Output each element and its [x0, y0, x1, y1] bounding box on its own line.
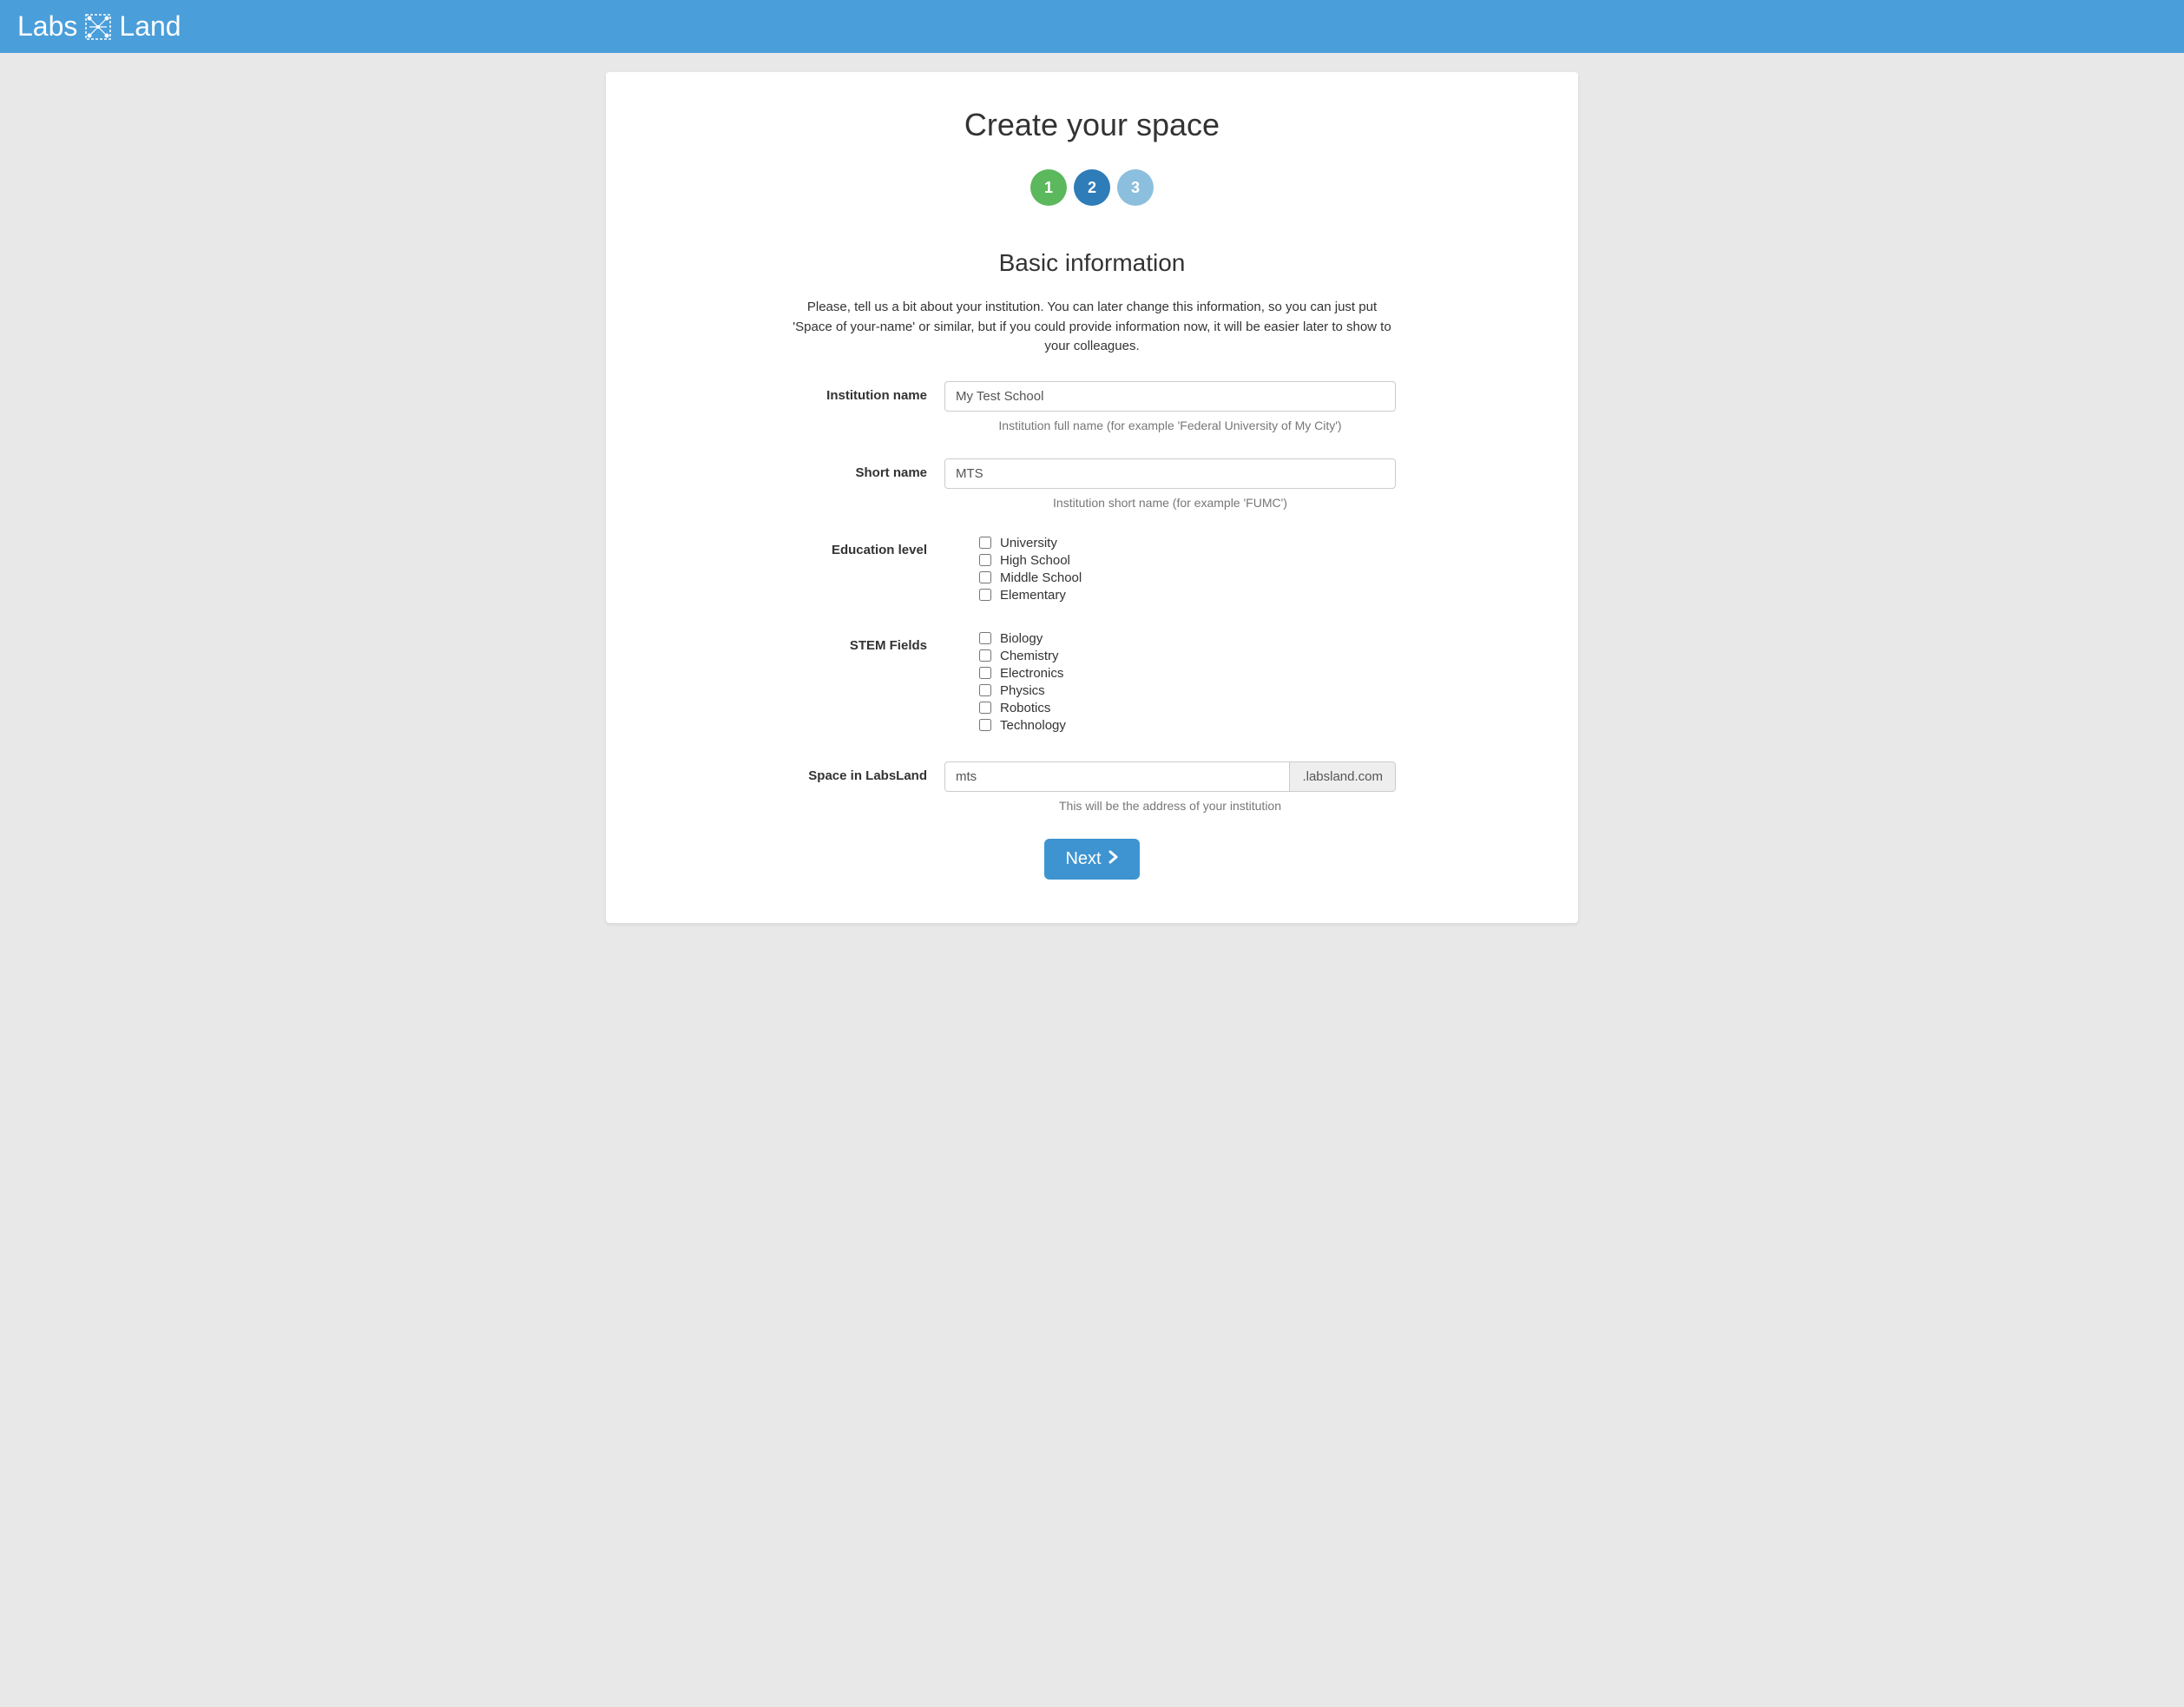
stem-field-item: Robotics: [979, 701, 1396, 715]
form-card: Create your space 1 2 3 Basic informatio…: [606, 72, 1578, 923]
education-level-option-label[interactable]: High School: [1000, 553, 1070, 568]
education-level-item: Middle School: [979, 570, 1396, 585]
short-name-group: Short name Institution short name (for e…: [788, 458, 1396, 510]
short-name-help: Institution short name (for example 'FUM…: [944, 496, 1396, 510]
stem-field-option-label[interactable]: Technology: [1000, 718, 1066, 733]
education-level-item: High School: [979, 553, 1396, 568]
short-name-field: Institution short name (for example 'FUM…: [944, 458, 1396, 510]
stem-fields-field: Biology Chemistry Electronics Physics Roboti…: [944, 631, 1396, 735]
education-level-item: Elementary: [979, 588, 1396, 603]
stem-field-option-label[interactable]: Physics: [1000, 683, 1045, 698]
form-wrapper: Institution name Institution full name (…: [788, 381, 1396, 880]
education-level-list: University High School Middle School Elemen…: [944, 536, 1396, 603]
stem-field-option-label[interactable]: Electronics: [1000, 666, 1063, 681]
stem-fields-label: STEM Fields: [788, 631, 944, 735]
button-row: Next: [788, 839, 1396, 880]
stem-field-option-label[interactable]: Biology: [1000, 631, 1043, 646]
stem-field-option-label[interactable]: Robotics: [1000, 701, 1050, 715]
space-suffix: .labsland.com: [1289, 761, 1396, 792]
space-group: Space in LabsLand .labsland.com This wil…: [788, 761, 1396, 813]
page-title: Create your space: [649, 107, 1535, 143]
institution-name-input[interactable]: [944, 381, 1396, 412]
next-button[interactable]: Next: [1044, 839, 1139, 880]
stem-fields-list: Biology Chemistry Electronics Physics Roboti…: [944, 631, 1396, 733]
step-1[interactable]: 1: [1030, 169, 1067, 206]
institution-name-help: Institution full name (for example 'Fede…: [944, 419, 1396, 432]
logo-text-land: Land: [119, 10, 181, 43]
institution-name-field: Institution full name (for example 'Fede…: [944, 381, 1396, 432]
stem-field-checkbox[interactable]: [979, 632, 991, 644]
main-container: Create your space 1 2 3 Basic informatio…: [589, 72, 1595, 923]
space-label: Space in LabsLand: [788, 761, 944, 813]
education-level-field: University High School Middle School Elemen…: [944, 536, 1396, 605]
next-button-label: Next: [1065, 849, 1101, 869]
short-name-label: Short name: [788, 458, 944, 510]
education-level-checkbox[interactable]: [979, 537, 991, 549]
stem-field-checkbox[interactable]: [979, 702, 991, 714]
stem-field-item: Electronics: [979, 666, 1396, 681]
step-indicator: 1 2 3: [649, 169, 1535, 206]
stem-field-item: Biology: [979, 631, 1396, 646]
logo[interactable]: Labs Land: [17, 10, 181, 43]
education-level-checkbox[interactable]: [979, 589, 991, 601]
stem-field-checkbox[interactable]: [979, 667, 991, 679]
space-help: This will be the address of your institu…: [944, 799, 1396, 813]
short-name-input[interactable]: [944, 458, 1396, 489]
stem-field-checkbox[interactable]: [979, 649, 991, 662]
education-level-label: Education level: [788, 536, 944, 605]
education-level-option-label[interactable]: University: [1000, 536, 1057, 550]
education-level-option-label[interactable]: Elementary: [1000, 588, 1066, 603]
step-2[interactable]: 2: [1074, 169, 1110, 206]
education-level-checkbox[interactable]: [979, 554, 991, 566]
intro-text: Please, tell us a bit about your institu…: [788, 298, 1396, 357]
education-level-option-label[interactable]: Middle School: [1000, 570, 1082, 585]
institution-name-group: Institution name Institution full name (…: [788, 381, 1396, 432]
app-header: Labs Land: [0, 0, 2184, 53]
institution-name-label: Institution name: [788, 381, 944, 432]
space-input-group: .labsland.com: [944, 761, 1396, 792]
chevron-right-icon: [1108, 849, 1119, 869]
education-level-item: University: [979, 536, 1396, 550]
education-level-group: Education level University High School Mid…: [788, 536, 1396, 605]
stem-field-option-label[interactable]: Chemistry: [1000, 649, 1059, 663]
stem-field-checkbox[interactable]: [979, 719, 991, 731]
space-input[interactable]: [944, 761, 1289, 792]
logo-text-labs: Labs: [17, 10, 77, 43]
stem-field-item: Technology: [979, 718, 1396, 733]
section-title: Basic information: [649, 249, 1535, 277]
space-field: .labsland.com This will be the address o…: [944, 761, 1396, 813]
stem-field-item: Physics: [979, 683, 1396, 698]
stem-field-checkbox[interactable]: [979, 684, 991, 696]
logo-icon: [82, 11, 114, 43]
stem-field-item: Chemistry: [979, 649, 1396, 663]
step-3[interactable]: 3: [1117, 169, 1154, 206]
stem-fields-group: STEM Fields Biology Chemistry Electronics P…: [788, 631, 1396, 735]
education-level-checkbox[interactable]: [979, 571, 991, 583]
